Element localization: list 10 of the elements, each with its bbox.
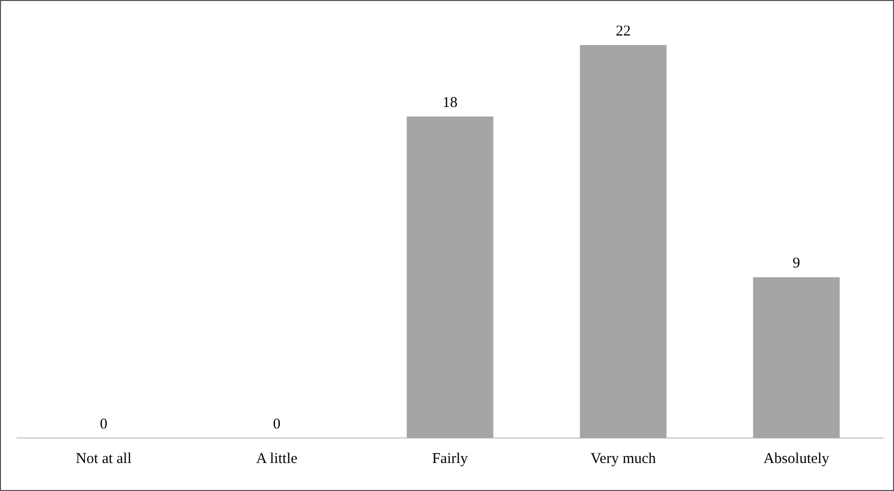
x-tick-label: Absolutely [763, 450, 830, 467]
data-label: 0 [273, 416, 281, 432]
data-label: 0 [100, 416, 108, 432]
data-label: 22 [616, 23, 631, 40]
data-label: 9 [792, 256, 800, 272]
x-tick-label: Very much [590, 450, 656, 467]
x-tick-label: A little [256, 450, 298, 467]
data-label: 18 [442, 94, 458, 111]
x-tick-label: Not at all [76, 450, 132, 467]
x-tick-label: Fairly [432, 450, 468, 467]
